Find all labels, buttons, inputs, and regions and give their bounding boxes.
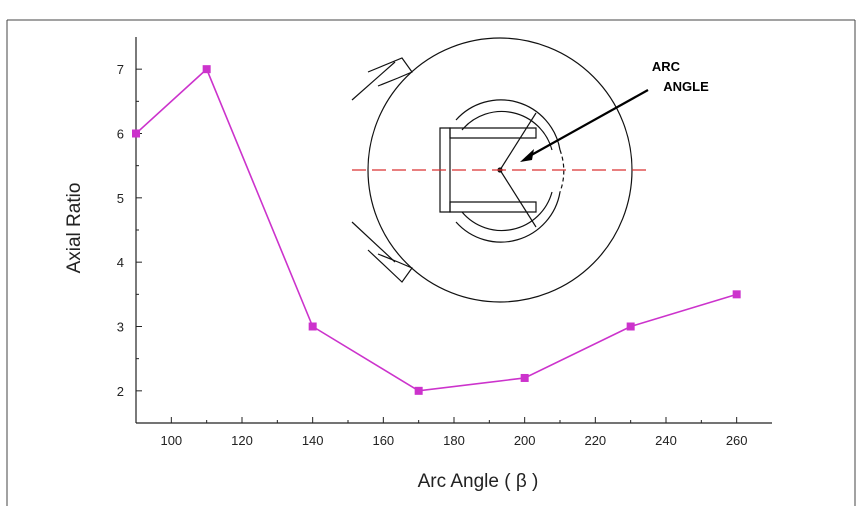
data-point: [732, 290, 741, 299]
lower-slot-line: [351, 221, 396, 263]
series-line: [135, 67, 737, 392]
y-tick-label: 3: [117, 320, 124, 335]
data-point: [202, 65, 211, 74]
y-tick-label: 2: [117, 384, 124, 399]
axes: 100 120 140 160 180 200 220 240 260 2 3 4 5 6 7: [117, 37, 772, 448]
y-tick-label: 6: [117, 127, 124, 142]
x-tick-label: 100: [160, 433, 182, 448]
angle-ray-upper: [499, 112, 537, 171]
annotation-line1: ARC: [652, 59, 681, 74]
data-point: [132, 129, 140, 138]
data-point: [414, 386, 423, 395]
x-tick-label: 240: [655, 433, 677, 448]
data-point: [308, 322, 317, 331]
feed-bottom-bar: [449, 201, 537, 213]
upper-arc-outer: [455, 99, 561, 151]
lower-notch: [367, 249, 413, 283]
angle-ray-lower: [499, 169, 537, 228]
series-group: [132, 65, 741, 395]
x-tick-label: 260: [726, 433, 748, 448]
x-axis-title: Arc Angle ( β ): [418, 471, 539, 492]
x-tick-label: 200: [514, 433, 536, 448]
x-tick-label: 160: [372, 433, 394, 448]
y-axis-title: Axial Ratio: [64, 183, 85, 274]
upper-arc-inner: [461, 110, 553, 151]
x-tick-label: 120: [231, 433, 253, 448]
arrow-head: [520, 149, 534, 162]
upper-notch: [367, 57, 413, 87]
lower-arc-outer: [455, 191, 561, 243]
x-tick-label: 180: [443, 433, 465, 448]
annotation-arrow: [525, 89, 649, 159]
annotation-line2: ANGLE: [663, 79, 709, 94]
upper-slot-line: [351, 61, 396, 101]
y-tick-label: 5: [117, 191, 124, 206]
lower-arc-inner: [461, 191, 553, 232]
arc-gap: [559, 149, 565, 193]
data-point: [520, 373, 529, 382]
y-tick-label: 7: [117, 62, 124, 77]
x-tick-label: 220: [584, 433, 606, 448]
x-tick-label: 140: [302, 433, 324, 448]
y-tick-label: 4: [117, 255, 124, 270]
data-point: [626, 322, 635, 331]
